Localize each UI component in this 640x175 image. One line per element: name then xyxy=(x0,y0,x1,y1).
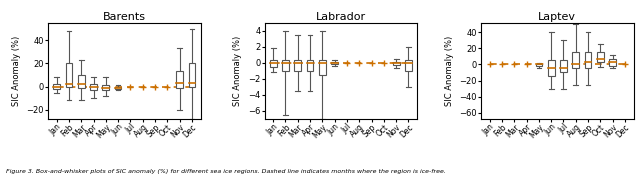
Title: Laptev: Laptev xyxy=(538,12,577,22)
Bar xyxy=(560,60,567,72)
Bar xyxy=(65,63,72,86)
Bar xyxy=(536,64,542,66)
Bar xyxy=(307,60,314,71)
Bar xyxy=(115,86,122,89)
Bar xyxy=(597,52,604,62)
Bar xyxy=(405,60,412,71)
Bar xyxy=(189,63,195,86)
Bar xyxy=(572,52,579,68)
Bar xyxy=(53,84,60,89)
Bar xyxy=(294,60,301,71)
Bar xyxy=(176,71,183,88)
Bar xyxy=(90,84,97,90)
Bar xyxy=(270,60,276,67)
Text: Figure 3. Box-and-whisker plots of SIC anomaly (%) for different sea ice regions: Figure 3. Box-and-whisker plots of SIC a… xyxy=(6,169,446,174)
Bar xyxy=(548,60,555,76)
Bar xyxy=(78,75,84,88)
Bar xyxy=(332,62,338,64)
Bar xyxy=(393,62,399,65)
Bar xyxy=(282,60,289,71)
Bar xyxy=(585,52,591,68)
Bar xyxy=(609,59,616,66)
Title: Labrador: Labrador xyxy=(316,12,366,22)
Y-axis label: SIC Anomaly (%): SIC Anomaly (%) xyxy=(234,36,243,106)
Bar xyxy=(102,85,109,90)
Y-axis label: SIC Anomaly (%): SIC Anomaly (%) xyxy=(12,36,20,106)
Bar xyxy=(319,60,326,75)
Y-axis label: SIC Anomaly (%): SIC Anomaly (%) xyxy=(445,36,454,106)
Title: Barents: Barents xyxy=(103,12,146,22)
